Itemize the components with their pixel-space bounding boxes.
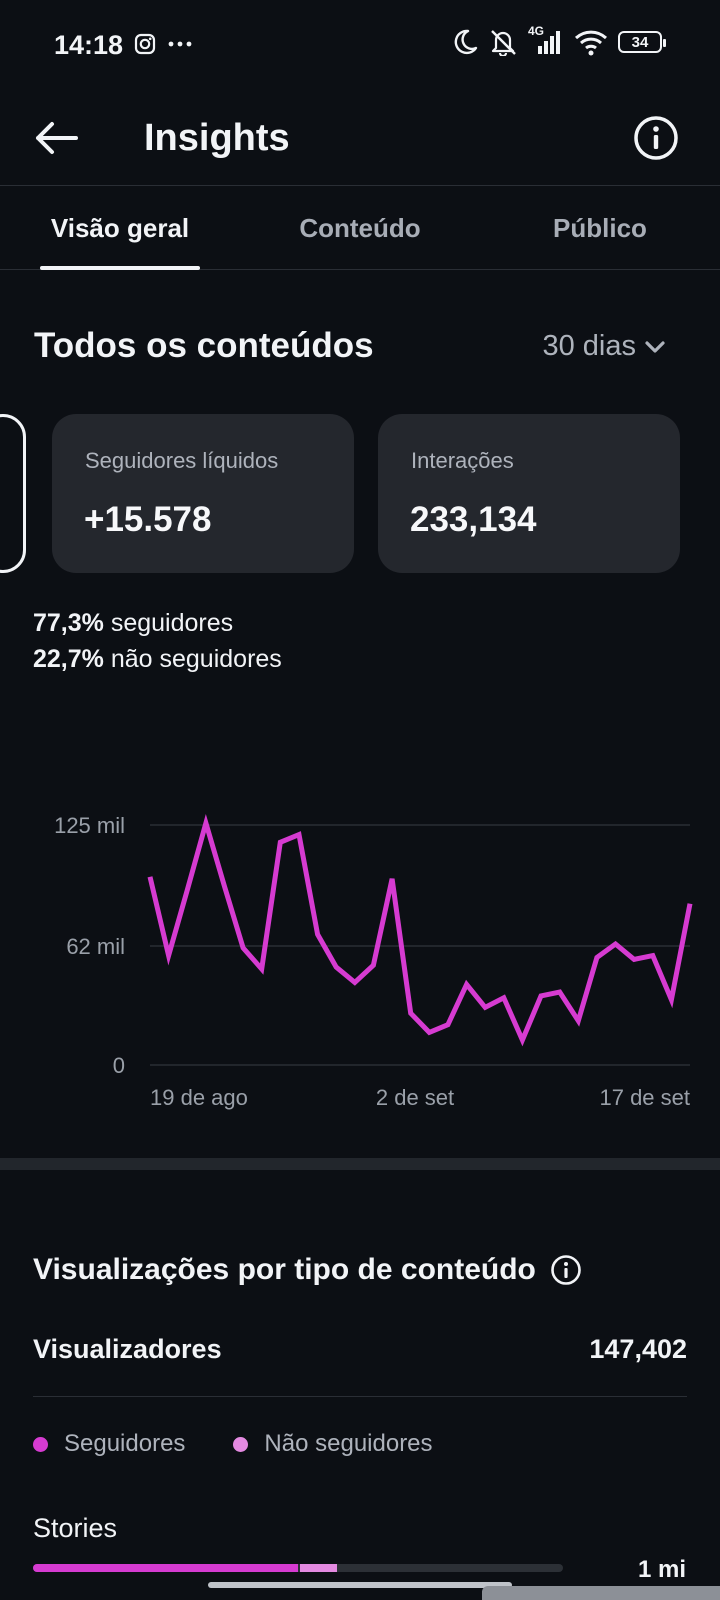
status-icons-left (134, 33, 192, 55)
followers-split: 77,3% seguidores (33, 609, 233, 638)
views-legend: Seguidores Não seguidores (33, 1430, 433, 1458)
viewers-label: Visualizadores (33, 1334, 222, 1364)
date-range-value: 30 dias (542, 330, 636, 362)
moon-icon (454, 29, 478, 55)
status-time: 14:18 (54, 30, 124, 60)
legend-dot-followers (33, 1436, 48, 1452)
tab-overview[interactable]: Visão geral (50, 212, 190, 243)
chart-y-tick-label: 0 (113, 1053, 125, 1078)
metric-card-net-followers[interactable]: Seguidores líquidos +15.578 (52, 414, 354, 573)
metric-label: Interações (411, 448, 514, 473)
views-title-text: Visualizações por tipo de conteúdo (33, 1253, 536, 1286)
tab-content[interactable]: Conteúdo (299, 212, 421, 243)
tab-bar: Visão geral Conteúdo Público (0, 186, 720, 270)
legend-label: Não seguidores (264, 1430, 433, 1457)
network-type: 4G (528, 24, 545, 38)
instagram-icon (134, 33, 156, 55)
legend-item-non-followers: Não seguidores (233, 1430, 433, 1458)
signal-icon: 4G (528, 24, 564, 56)
wifi-icon (574, 30, 608, 56)
stories-value: 1 mi (637, 1556, 686, 1583)
interactions-line-chart: 125 mil 62 mil 0 19 de ago 2 de set 17 de set (54, 813, 693, 1110)
divider (33, 1396, 687, 1397)
views-section-title: Visualizações por tipo de conteúdo (33, 1253, 582, 1287)
chart-y-tick-label: 125 mil (54, 813, 125, 838)
metric-label: Seguidores líquidos (85, 448, 279, 473)
app-header: Insights (0, 90, 720, 186)
non-followers-split: 22,7% não seguidores (33, 645, 282, 674)
stories-bar-followers (33, 1564, 298, 1572)
stories-label: Stories (33, 1513, 118, 1543)
viewers-row: Visualizadores 147,402 (33, 1334, 687, 1365)
back-button[interactable] (28, 110, 84, 166)
status-bar: 14:18 4G (0, 0, 720, 90)
legend-label: Seguidores (64, 1430, 186, 1457)
followers-pct: 77,3% (33, 609, 104, 637)
chart-y-tick-label: 62 mil (66, 934, 125, 959)
viewers-value: 147,402 (589, 1334, 687, 1364)
status-icons-right: 4G 34 (452, 24, 666, 56)
bottom-overlay (482, 1586, 720, 1600)
stories-bar-non-followers (300, 1564, 338, 1572)
chevron-down-icon (645, 340, 665, 353)
tab-audience[interactable]: Público (553, 212, 647, 243)
bell-off-icon (491, 30, 516, 56)
legend-dot-non-followers (233, 1436, 249, 1452)
chart-x-tick-label: 17 de set (599, 1085, 690, 1110)
metric-value: +15.578 (84, 500, 212, 539)
info-button[interactable] (628, 110, 684, 166)
chart-x-tick-label: 2 de set (376, 1085, 454, 1110)
page-title: Insights (144, 117, 290, 159)
home-indicator (208, 1582, 512, 1588)
stories-bar (33, 1564, 563, 1572)
arrow-left-icon (36, 122, 78, 154)
metric-card-interactions[interactable]: Interações 233,134 (378, 414, 680, 573)
chart-x-tick-label: 19 de ago (150, 1085, 248, 1110)
info-icon[interactable] (550, 1254, 582, 1286)
section-title: Todos os conteúdos (34, 326, 374, 365)
metric-value: 233,134 (410, 500, 537, 539)
non-followers-text: não seguidores (103, 645, 282, 673)
metric-card-partial[interactable] (0, 414, 26, 573)
info-icon (634, 116, 678, 160)
followers-text: seguidores (103, 609, 234, 637)
battery-icon: 34 (618, 31, 666, 53)
non-followers-pct: 22,7% (33, 645, 104, 673)
section-divider (0, 1158, 720, 1170)
legend-item-followers: Seguidores (33, 1430, 185, 1458)
date-range-dropdown[interactable]: 30 dias (542, 330, 666, 363)
active-tab-indicator (40, 266, 200, 270)
chart-series-line (147, 814, 693, 1047)
more-dots-icon (168, 41, 192, 47)
